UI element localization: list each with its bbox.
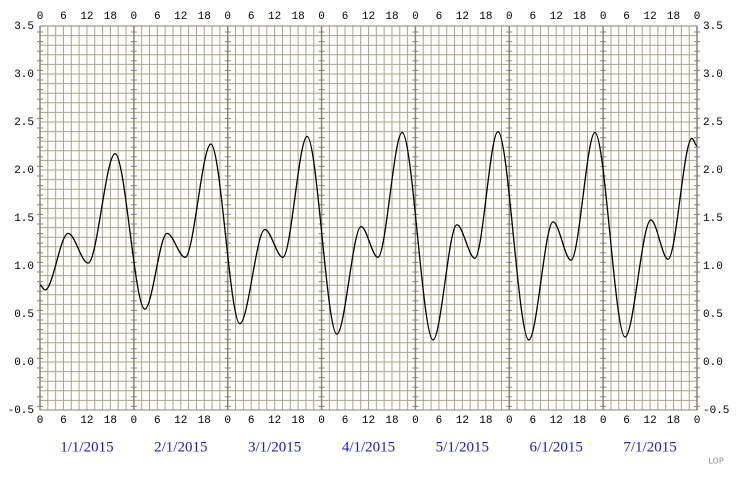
x-tick-label: 12 xyxy=(643,415,656,427)
y-tick-label: 3.0 xyxy=(14,69,34,81)
x-tick-label: 0 xyxy=(506,415,513,427)
y-tick-label-right: 0.0 xyxy=(703,357,723,369)
y-tick-label: 1.0 xyxy=(14,261,34,273)
x-tick-label-top: 18 xyxy=(104,11,117,23)
x-tick-label-top: 12 xyxy=(268,11,281,23)
x-tick-label: 12 xyxy=(80,415,93,427)
date-label: 1/1/2015 xyxy=(60,439,113,455)
x-tick-label: 12 xyxy=(268,415,281,427)
x-tick-label: 6 xyxy=(154,415,161,427)
x-tick-label-top: 6 xyxy=(623,11,630,23)
x-tick-label-top: 12 xyxy=(456,11,469,23)
x-tick-label: 0 xyxy=(318,415,325,427)
x-tick-label-top: 12 xyxy=(643,11,656,23)
x-tick-label-top: 12 xyxy=(550,11,563,23)
y-tick-label-right: 3.0 xyxy=(703,69,723,81)
x-tick-label: 0 xyxy=(600,415,607,427)
x-tick-label-top: 0 xyxy=(694,11,701,23)
x-tick-label-top: 6 xyxy=(436,11,443,23)
date-label: 7/1/2015 xyxy=(623,439,676,455)
x-tick-label-top: 6 xyxy=(60,11,67,23)
x-tick-label-top: 0 xyxy=(600,11,607,23)
date-label: 3/1/2015 xyxy=(248,439,301,455)
x-tick-label-top: 0 xyxy=(412,11,419,23)
y-tick-label: 1.5 xyxy=(14,213,34,225)
x-tick-label: 6 xyxy=(248,415,255,427)
date-label: 4/1/2015 xyxy=(342,439,395,455)
x-tick-label-top: 0 xyxy=(318,11,325,23)
x-tick-label-top: 6 xyxy=(154,11,161,23)
x-tick-label: 18 xyxy=(479,415,492,427)
y-tick-label: 0.5 xyxy=(14,309,34,321)
y-tick-label-right: -0.5 xyxy=(703,405,729,417)
date-label: 5/1/2015 xyxy=(436,439,489,455)
y-tick-label-right: 3.5 xyxy=(703,21,723,33)
x-tick-label: 12 xyxy=(174,415,187,427)
x-tick-label: 18 xyxy=(573,415,586,427)
y-tick-label: 2.5 xyxy=(14,117,34,129)
tide-line xyxy=(39,130,698,341)
x-tick-label: 18 xyxy=(385,415,398,427)
x-tick-label: 18 xyxy=(198,415,211,427)
x-tick-label: 0 xyxy=(131,415,138,427)
x-tick-label-top: 18 xyxy=(667,11,680,23)
y-tick-label: 0.0 xyxy=(14,357,34,369)
x-tick-label: 0 xyxy=(412,415,419,427)
x-tick-label: 6 xyxy=(529,415,536,427)
x-tick-label-top: 0 xyxy=(224,11,231,23)
date-label: 6/1/2015 xyxy=(530,439,583,455)
x-tick-label-top: 6 xyxy=(248,11,255,23)
y-tick-label: -0.5 xyxy=(8,405,34,417)
x-tick-label: 6 xyxy=(623,415,630,427)
x-tick-label-top: 0 xyxy=(506,11,513,23)
x-tick-label-top: 18 xyxy=(198,11,211,23)
x-tick-label-top: 12 xyxy=(174,11,187,23)
x-tick-label: 6 xyxy=(342,415,349,427)
plot-frame xyxy=(39,25,698,411)
x-tick-label-top: 0 xyxy=(131,11,138,23)
x-tick-label: 0 xyxy=(37,415,44,427)
x-tick-label-top: 6 xyxy=(529,11,536,23)
x-tick-label: 0 xyxy=(694,415,701,427)
x-tick-label-top: 18 xyxy=(385,11,398,23)
y-tick-label-right: 2.5 xyxy=(703,117,723,129)
x-tick-label: 12 xyxy=(550,415,563,427)
x-tick-label-top: 0 xyxy=(37,11,44,23)
x-tick-label: 6 xyxy=(60,415,67,427)
x-tick-label-top: 12 xyxy=(80,11,93,23)
x-tick-label-top: 18 xyxy=(292,11,305,23)
x-tick-label: 12 xyxy=(362,415,375,427)
x-tick-label: 18 xyxy=(104,415,117,427)
x-tick-label-top: 12 xyxy=(362,11,375,23)
x-tick-label: 18 xyxy=(292,415,305,427)
y-tick-label: 2.0 xyxy=(14,165,34,177)
x-tick-label: 12 xyxy=(456,415,469,427)
y-tick-label-right: 1.5 xyxy=(703,213,723,225)
credit: LOP xyxy=(708,457,723,466)
x-tick-label: 6 xyxy=(436,415,443,427)
y-tick-label-right: 1.0 xyxy=(703,261,723,273)
x-tick-label: 0 xyxy=(224,415,231,427)
y-tick-label-right: 2.0 xyxy=(703,165,723,177)
y-tick-label-right: 0.5 xyxy=(703,309,723,321)
x-tick-label: 18 xyxy=(667,415,680,427)
date-label: 2/1/2015 xyxy=(154,439,207,455)
x-tick-label-top: 18 xyxy=(573,11,586,23)
x-tick-label-top: 18 xyxy=(479,11,492,23)
x-tick-label-top: 6 xyxy=(342,11,349,23)
y-tick-label: 3.5 xyxy=(14,21,34,33)
